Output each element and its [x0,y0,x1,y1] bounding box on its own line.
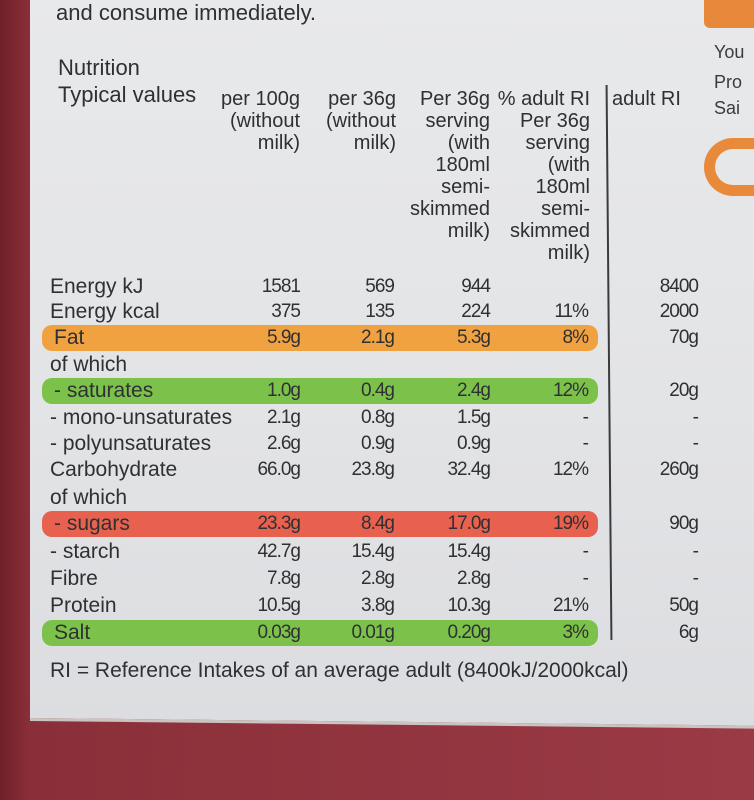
row-value: 3% [562,622,589,643]
row-label: - mono-unsaturates [50,406,233,429]
highlight-band-2 [42,325,598,351]
column-header-adult-ri: adult RI [612,88,681,110]
row-value: 15.4g [447,541,491,562]
highlight-band-4 [42,378,598,404]
row-value: 10.3g [447,595,491,616]
row-value: 1.0g [267,380,301,401]
row-value: 2.6g [267,433,301,454]
row-value: 2.8g [361,568,395,589]
row-value: 0.01g [351,622,395,643]
row-value: 944 [461,276,491,297]
row-value: 12% [552,459,589,480]
row-label: - polyunsaturates [50,432,212,455]
row-label: of which [50,353,128,376]
row-value: - [582,433,589,454]
row-label: Protein [50,594,117,617]
row-value: 10.5g [257,595,301,616]
row-label: Fat [54,326,85,349]
row-value: 21% [552,595,589,616]
row-value: 11% [554,301,589,322]
row-value: 8% [562,327,589,348]
row-value: 5.3g [457,327,491,348]
row-value: 66.0g [257,459,301,480]
row-value: 569 [365,276,395,297]
row-label: - sugars [54,512,130,535]
row-value: 20g [669,380,699,401]
intro-text: and consume immediately. [56,0,317,25]
row-value: 135 [365,301,395,322]
row-value: - [692,568,699,589]
row-label: of which [50,486,128,509]
side-text-2: Pro [714,72,743,92]
row-value: 0.8g [361,407,395,428]
row-value: - [692,407,699,428]
row-value: 0.9g [361,433,395,454]
column-header-percent-ri: % adult RI Per 36g serving (with 180ml s… [497,88,590,264]
column-header-per-36g-with-milk: Per 36g serving (with 180ml semi- skimme… [409,88,490,242]
row-value: 5.9g [267,327,301,348]
row-label: Fibre [50,567,98,590]
row-value: 2.1g [267,407,301,428]
row-value: 90g [669,513,699,534]
nutrition-title: Nutrition [58,55,140,80]
row-value: 50g [669,595,699,616]
row-value: 3.8g [361,595,395,616]
row-value: 12% [552,380,589,401]
row-value: 224 [461,301,491,322]
row-label: - starch [50,540,121,563]
row-value: 2000 [659,301,699,322]
row-label: Carbohydrate [50,458,178,481]
row-value: - [582,407,589,428]
row-value: - [582,541,589,562]
row-value: 23.8g [351,459,395,480]
column-header-per-36g: per 36g (without milk) [325,88,396,154]
row-value: - [692,433,699,454]
row-value: 17.0g [447,513,491,534]
side-text-3: Sai [714,98,741,118]
row-value: 375 [271,301,301,322]
side-text-1: You [714,42,745,62]
row-value: 70g [669,327,699,348]
row-value: 0.20g [447,622,491,643]
row-value: 15.4g [351,541,395,562]
orange-graphic-top [704,0,754,28]
row-value: 0.9g [457,433,491,454]
row-value: - [582,568,589,589]
row-value: 8400 [659,276,699,297]
row-value: 8.4g [361,513,395,534]
row-value: 0.03g [257,622,301,643]
row-value: 1581 [261,276,301,297]
column-header-per-100g: per 100g (without milk) [221,88,300,154]
row-value: 1.5g [457,407,491,428]
row-value: 32.4g [447,459,491,480]
row-value: 260g [659,459,699,480]
row-label: - saturates [54,379,154,402]
row-label: Salt [54,621,91,644]
row-value: 2.8g [457,568,491,589]
highlight-band-13 [42,620,598,646]
row-value: 23.3g [257,513,301,534]
typical-values-label: Typical values [58,82,197,107]
row-value: 42.7g [257,541,301,562]
row-value: 2.4g [457,380,491,401]
row-value: 7.8g [267,568,301,589]
row-value: - [692,541,699,562]
row-value: 2.1g [361,327,395,348]
orange-ring-graphic [704,138,754,196]
row-value: 6g [678,622,699,643]
row-value: 0.4g [361,380,395,401]
row-label: Energy kJ [50,275,144,298]
footnote: RI = Reference Intakes of an average adu… [50,659,629,682]
highlight-band-9 [42,511,598,537]
row-value: 19% [552,513,589,534]
row-label: Energy kcal [50,300,160,323]
